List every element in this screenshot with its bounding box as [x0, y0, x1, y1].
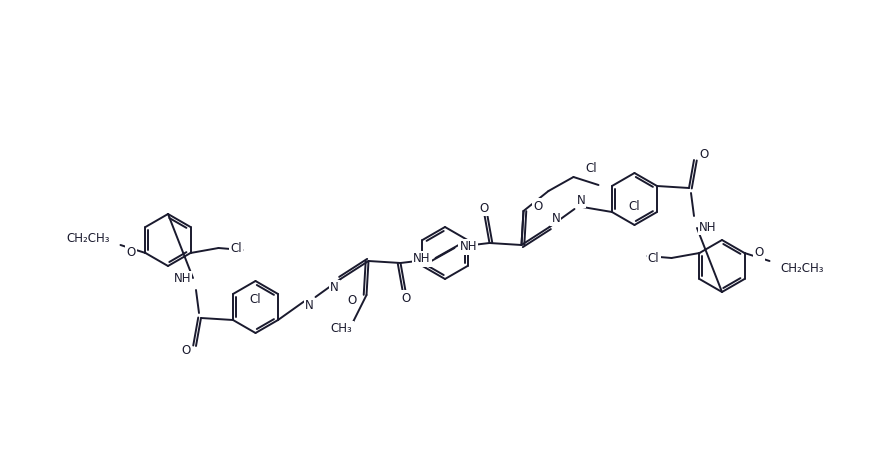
Text: O: O: [479, 201, 488, 215]
Text: Cl: Cl: [628, 200, 640, 213]
Text: N: N: [330, 281, 338, 294]
Text: NH: NH: [413, 252, 430, 266]
Text: CH₂CH₃: CH₂CH₃: [780, 261, 823, 275]
Text: O: O: [347, 294, 356, 307]
Text: NH: NH: [174, 272, 190, 285]
Text: O: O: [532, 199, 542, 212]
Text: Cl: Cl: [250, 293, 261, 306]
Text: N: N: [305, 299, 313, 312]
Text: NH: NH: [459, 240, 477, 254]
Text: NH: NH: [698, 221, 716, 234]
Text: Cl: Cl: [230, 241, 242, 255]
Text: O: O: [754, 247, 763, 259]
Text: N: N: [551, 212, 560, 225]
Text: CH₂CH₃: CH₂CH₃: [66, 231, 109, 245]
Text: CH₃: CH₃: [330, 323, 352, 336]
Text: N: N: [576, 194, 585, 207]
Text: O: O: [698, 149, 707, 161]
Text: Cl: Cl: [585, 162, 596, 176]
Text: Cl: Cl: [647, 251, 658, 265]
Text: O: O: [182, 345, 190, 357]
Text: O: O: [126, 247, 136, 259]
Text: O: O: [400, 291, 409, 305]
